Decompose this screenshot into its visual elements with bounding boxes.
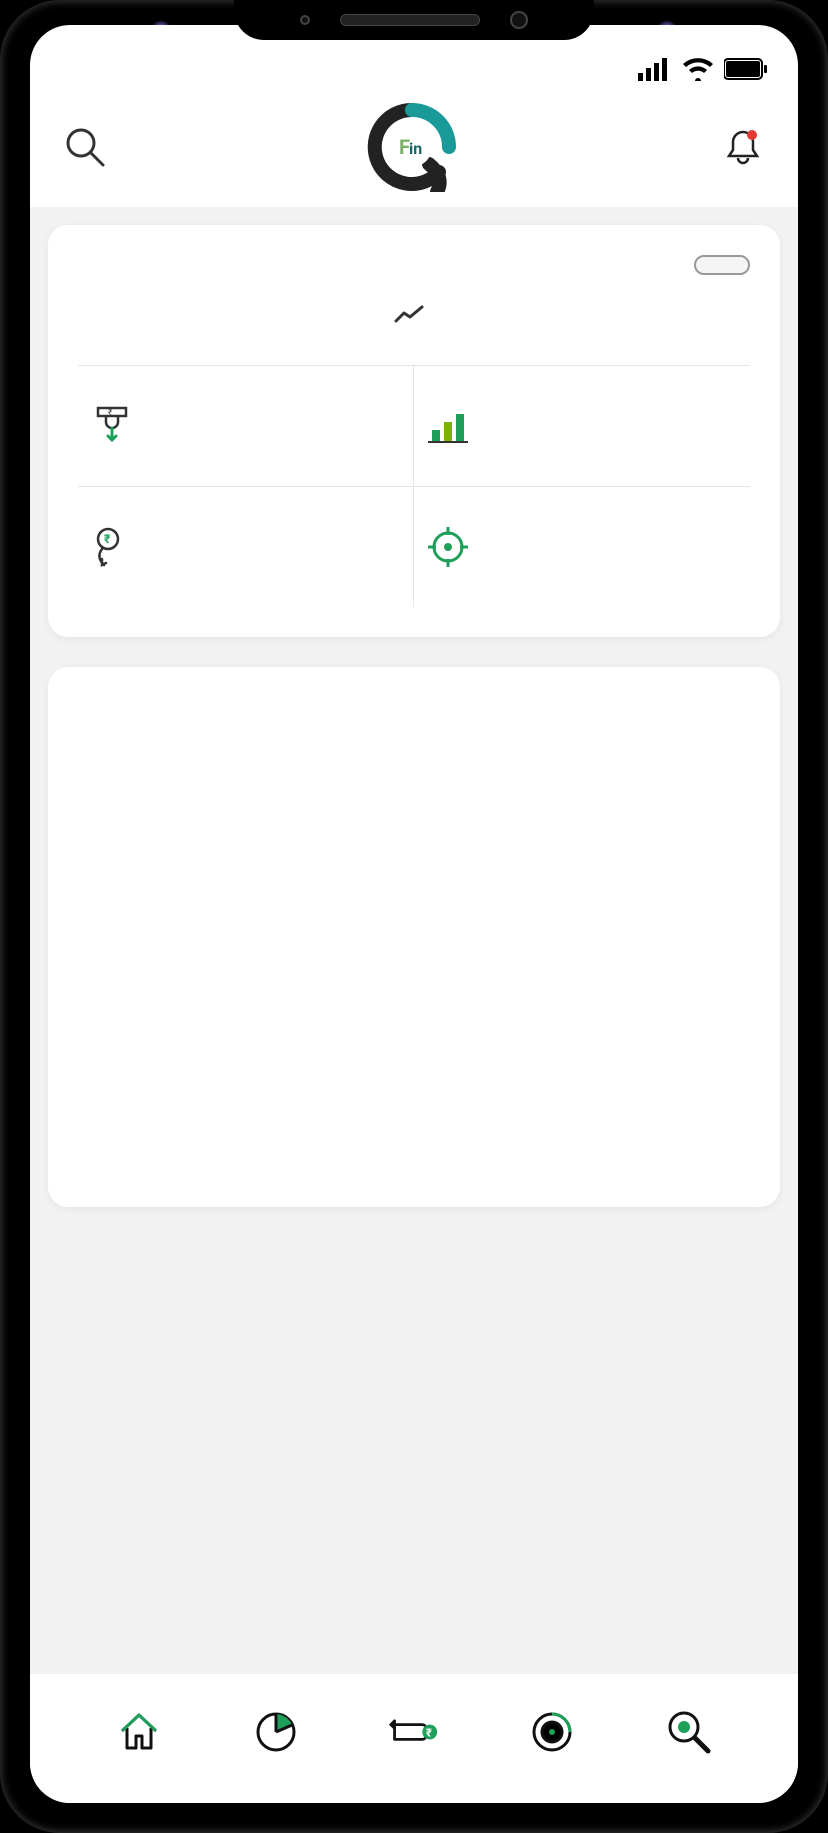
family-allocation-card	[48, 667, 780, 1207]
report-button[interactable]	[694, 255, 750, 275]
nav-home[interactable]	[114, 1707, 164, 1761]
goal-gps-icon	[529, 1709, 575, 1755]
metric-profit-loss	[414, 366, 750, 487]
research-icon	[666, 1709, 712, 1755]
phone-frame: F in	[0, 0, 828, 1833]
portfolio-icon	[253, 1709, 299, 1755]
bottom-nav: ₹	[30, 1673, 798, 1803]
svg-text:₹: ₹	[426, 1726, 432, 1739]
absolute-return-icon: ₹	[88, 523, 136, 571]
profit-loss-icon	[424, 402, 472, 450]
app-header: F in	[30, 87, 798, 207]
nav-transact[interactable]: ₹	[389, 1707, 439, 1761]
family-mf-report-card: ₹ ₹	[48, 225, 780, 637]
app-logo: F in	[367, 102, 461, 192]
svg-text:₹: ₹	[108, 408, 112, 417]
nav-portfolio[interactable]	[251, 1707, 301, 1761]
metric-absolute-return: ₹	[78, 487, 414, 607]
xirr-icon	[424, 523, 472, 571]
svg-text:₹: ₹	[104, 532, 111, 546]
search-button[interactable]	[60, 122, 110, 172]
content-scroll[interactable]: ₹ ₹	[30, 207, 798, 1673]
signal-icon	[638, 57, 672, 81]
metric-xirr	[414, 487, 750, 607]
nav-research[interactable]	[664, 1707, 714, 1761]
bell-icon	[722, 126, 764, 168]
notifications-button[interactable]	[718, 122, 768, 172]
svg-text:in: in	[409, 139, 422, 158]
invested-icon: ₹	[88, 402, 136, 450]
trend-icon	[394, 305, 424, 325]
wifi-icon	[682, 57, 714, 81]
battery-icon	[724, 58, 768, 80]
home-icon	[116, 1709, 162, 1755]
allocation-donut	[78, 707, 750, 1207]
search-icon	[63, 125, 107, 169]
nav-goal-gps[interactable]	[527, 1707, 577, 1761]
metric-invested: ₹	[78, 366, 414, 487]
transact-icon: ₹	[389, 1712, 439, 1752]
